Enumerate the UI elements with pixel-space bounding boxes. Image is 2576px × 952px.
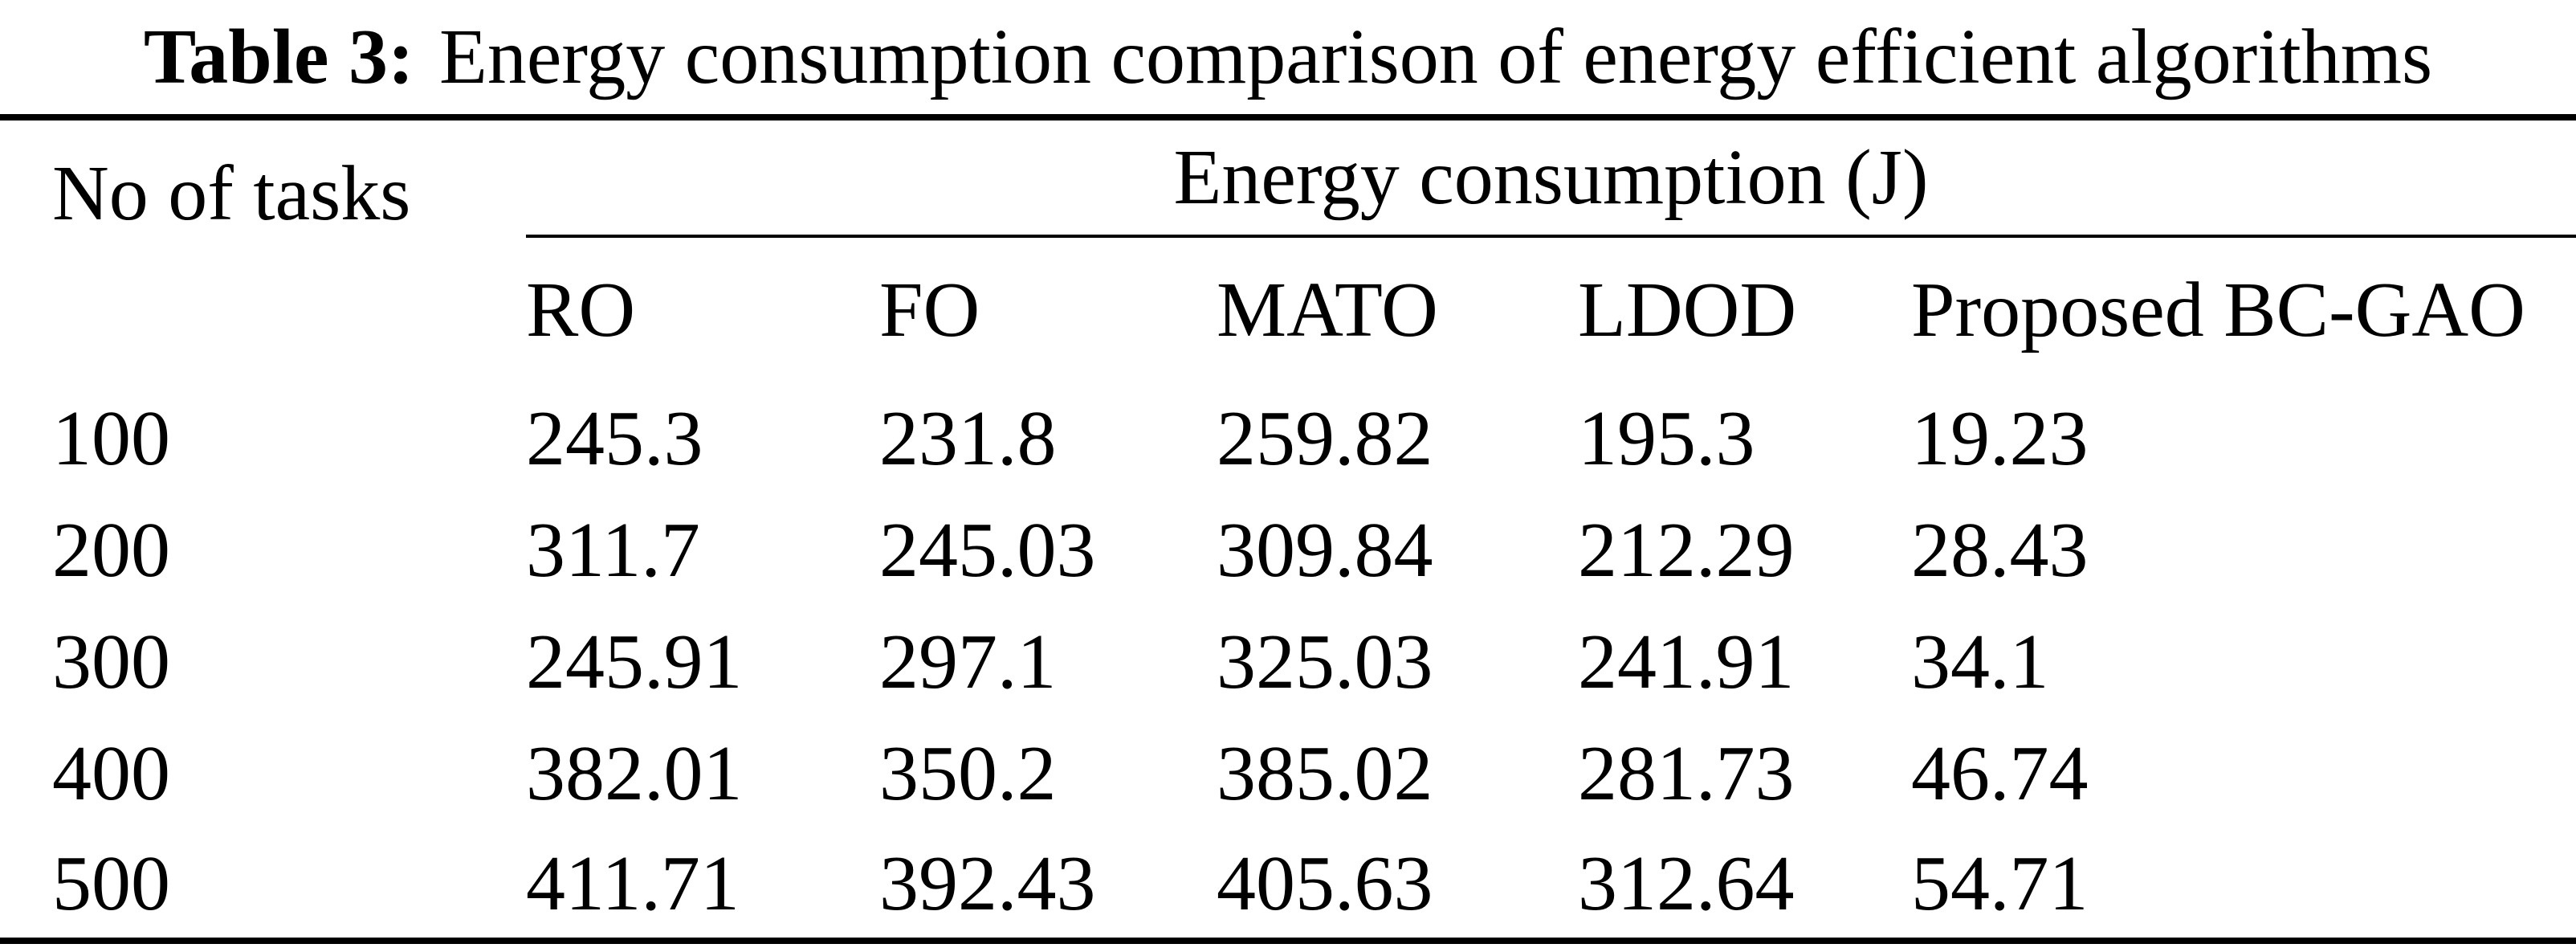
cell-bc-gao: 46.74 bbox=[1911, 729, 2089, 817]
cell-tasks: 500 bbox=[52, 840, 170, 927]
cell-ro: 311.7 bbox=[526, 506, 700, 594]
cell-fo: 231.8 bbox=[879, 394, 1057, 482]
col-header-ldod: LDOD bbox=[1578, 267, 1797, 353]
col-header-ro: RO bbox=[526, 267, 636, 353]
energy-consumption-table: No of tasks Energy consumption (J) RO FO… bbox=[0, 114, 2576, 944]
table-caption-label: Table 3: bbox=[143, 14, 414, 100]
header-group-row: No of tasks Energy consumption (J) bbox=[0, 117, 2576, 238]
cell-mato: 259.82 bbox=[1217, 394, 1433, 482]
col-header-fo: FO bbox=[879, 267, 980, 353]
cell-bc-gao: 34.1 bbox=[1911, 618, 2049, 705]
cell-ro: 382.01 bbox=[526, 729, 743, 817]
cell-ldod: 312.64 bbox=[1578, 840, 1795, 927]
col-header-mato: MATO bbox=[1217, 267, 1438, 353]
col-header-proposed-bc-gao: Proposed BC-GAO bbox=[1911, 267, 2525, 353]
table-row-400: 400 382.01 350.2 385.02 281.73 46.74 bbox=[0, 717, 2576, 829]
cell-fo: 297.1 bbox=[879, 618, 1057, 705]
table-row-300: 300 245.91 297.1 325.03 241.91 34.1 bbox=[0, 606, 2576, 717]
cell-tasks: 100 bbox=[52, 394, 170, 482]
cell-tasks: 200 bbox=[52, 506, 170, 594]
cell-ldod: 241.91 bbox=[1578, 618, 1795, 705]
cell-ldod: 281.73 bbox=[1578, 729, 1795, 817]
cell-bc-gao: 28.43 bbox=[1911, 506, 2089, 594]
cell-tasks: 300 bbox=[52, 618, 170, 705]
cell-ro: 245.3 bbox=[526, 394, 703, 482]
cell-fo: 392.43 bbox=[879, 840, 1096, 927]
cell-ro: 245.91 bbox=[526, 618, 743, 705]
cell-mato: 309.84 bbox=[1217, 506, 1433, 594]
cell-fo: 245.03 bbox=[879, 506, 1096, 594]
cell-ldod: 195.3 bbox=[1578, 394, 1755, 482]
cell-ldod: 212.29 bbox=[1578, 506, 1795, 594]
table-row-500: 500 411.71 392.43 405.63 312.64 54.71 bbox=[0, 829, 2576, 941]
cell-ro: 411.71 bbox=[526, 840, 740, 927]
cell-mato: 385.02 bbox=[1217, 729, 1433, 817]
header-algo-row: RO FO MATO LDOD Proposed BC-GAO bbox=[0, 236, 2576, 382]
cell-bc-gao: 19.23 bbox=[1911, 394, 2089, 482]
group-header-energy-consumption: Energy consumption (J) bbox=[526, 117, 2576, 238]
cell-bc-gao: 54.71 bbox=[1911, 840, 2089, 927]
cell-fo: 350.2 bbox=[879, 729, 1057, 817]
col-header-no-of-tasks: No of tasks bbox=[52, 150, 411, 237]
cell-tasks: 400 bbox=[52, 729, 170, 817]
table-row-100: 100 245.3 231.8 259.82 195.3 19.23 bbox=[0, 382, 2576, 494]
table-caption-text: Energy consumption comparison of energy … bbox=[438, 14, 2433, 100]
table-caption: Table 3: Energy consumption comparison o… bbox=[0, 0, 2576, 114]
cell-mato: 405.63 bbox=[1217, 840, 1433, 927]
table-row-200: 200 311.7 245.03 309.84 212.29 28.43 bbox=[0, 494, 2576, 606]
cell-mato: 325.03 bbox=[1217, 618, 1433, 705]
